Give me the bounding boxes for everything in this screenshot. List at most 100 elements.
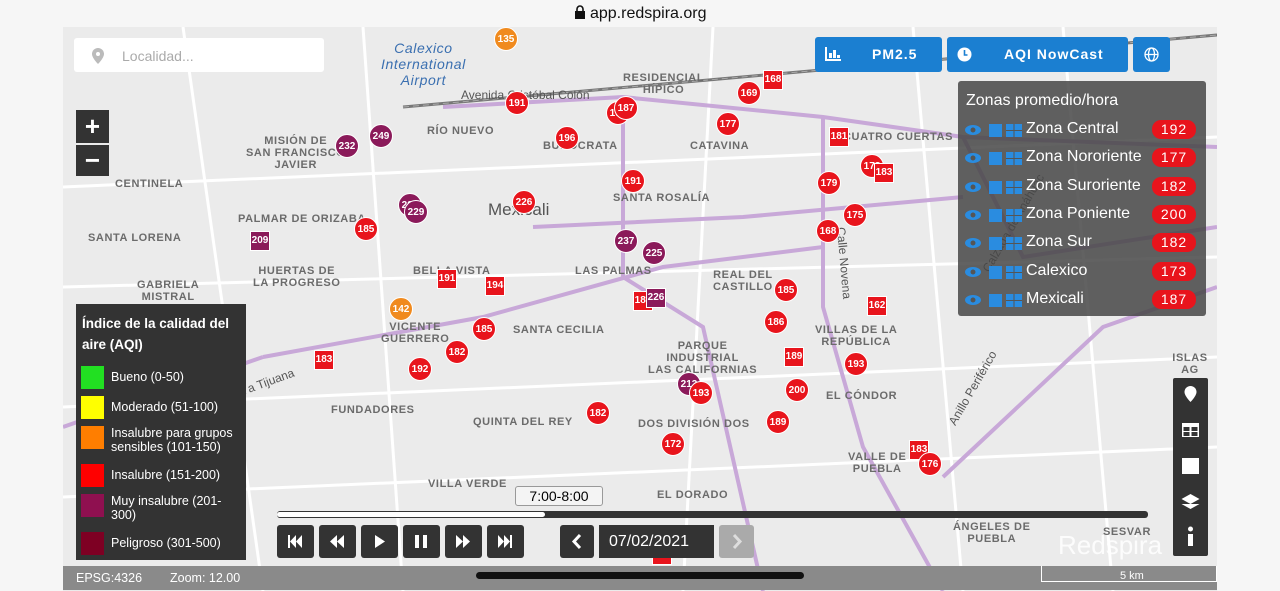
zone-icons[interactable] — [964, 291, 1024, 309]
aqi-marker[interactable]: 183 — [314, 350, 334, 370]
aqi-marker[interactable]: 181 — [829, 127, 849, 147]
aqi-marker[interactable]: 189 — [784, 347, 804, 367]
place-label: PARQUE INDUSTRIAL LAS CALIFORNIAS — [648, 340, 758, 376]
pollutant-button[interactable]: PM2.5 — [815, 37, 942, 72]
aqi-marker[interactable]: 172 — [661, 432, 685, 456]
zone-icons[interactable] — [964, 263, 1024, 281]
zones-panel: Zonas promedio/hora Zona Central 192 Zona … — [958, 81, 1206, 316]
aqi-marker[interactable]: 186 — [764, 310, 788, 334]
aqi-marker[interactable]: 185 — [472, 317, 496, 341]
aqi-marker[interactable]: 179 — [817, 171, 841, 195]
place-label: SANTA ROSALÍA — [613, 192, 711, 204]
pollutant-label: PM2.5 — [872, 46, 918, 62]
zone-name: Zona Poniente — [1026, 204, 1131, 222]
aqi-marker[interactable]: 162 — [867, 296, 887, 316]
zone-value: 200 — [1152, 204, 1196, 224]
aqi-marker[interactable]: 177 — [716, 112, 740, 136]
zone-icons[interactable] — [964, 121, 1024, 139]
url[interactable]: app.redspira.org — [589, 5, 707, 22]
place-label: VILLA VERDE — [428, 478, 507, 490]
playback-button[interactable] — [277, 525, 314, 558]
place-label: MISIÓN DE SAN FRANCISCO JAVIER — [246, 135, 346, 171]
aqi-marker[interactable]: 185 — [774, 278, 798, 302]
aqi-marker[interactable]: 183 — [874, 163, 894, 183]
search-box[interactable]: Localidad... — [74, 38, 324, 72]
zone-icons[interactable] — [964, 234, 1024, 252]
place-label: LAS PALMAS — [575, 265, 652, 277]
zoom-in[interactable]: + — [76, 110, 109, 143]
aqi-marker[interactable]: 193 — [844, 352, 868, 376]
zoom-out[interactable]: − — [76, 145, 109, 176]
aqi-marker[interactable]: 168 — [816, 219, 840, 243]
next-day[interactable] — [719, 525, 754, 558]
zone-icons[interactable] — [964, 149, 1024, 167]
zone-row: Zona Suroriente 182 — [964, 174, 1200, 198]
aqi-marker[interactable]: 187 — [614, 96, 638, 120]
zoom-level: Zoom: 12.00 — [170, 571, 241, 585]
lock-icon — [574, 5, 585, 19]
aqi-marker[interactable]: 189 — [766, 410, 790, 434]
place-label: DOS DIVISIÓN DOS — [638, 418, 750, 430]
aqi-marker[interactable]: 175 — [843, 203, 867, 227]
zone-name: Mexicali — [1026, 289, 1084, 307]
projection: EPSG:4326 — [76, 571, 143, 585]
place-label: RÍO NUEVO — [427, 125, 495, 137]
aqi-marker[interactable]: 191 — [505, 91, 529, 115]
legend-label: Peligroso (301-500) — [111, 536, 221, 550]
aqi-marker[interactable]: 135 — [494, 27, 518, 51]
place-label: RESIDENCIAL HÍPICO — [623, 72, 705, 96]
playback-icon — [415, 535, 427, 548]
zone-icons[interactable] — [964, 178, 1024, 196]
zone-name: Zona Sur — [1026, 233, 1092, 251]
scale-label: 5 km — [1120, 570, 1144, 582]
legend-label: Moderado (51-100) — [111, 400, 219, 414]
place-label: CATAVINA — [690, 140, 750, 152]
zone-row: Zona Central 192 — [964, 117, 1200, 141]
aqi-marker[interactable]: 229 — [404, 200, 428, 224]
toolbar-icons[interactable] — [1173, 378, 1208, 556]
aqi-marker[interactable]: 209 — [250, 231, 270, 251]
legend-swatch — [81, 532, 104, 555]
aqi-marker[interactable]: 169 — [737, 81, 761, 105]
place-label: VALLE DE PUEBLA — [848, 451, 907, 475]
aqi-marker[interactable]: 193 — [689, 381, 713, 405]
aqi-marker[interactable]: 237 — [614, 229, 638, 253]
aqi-marker[interactable]: 182 — [445, 340, 469, 364]
legend-label: Muy insalubre (201-300) — [111, 494, 222, 522]
playback-button[interactable] — [487, 525, 524, 558]
aqi-marker[interactable]: 194 — [485, 276, 505, 296]
aqi-marker[interactable]: 232 — [335, 134, 359, 158]
aqi-marker[interactable]: 226 — [512, 190, 536, 214]
playback-button[interactable] — [403, 525, 440, 558]
prev-day[interactable] — [560, 525, 594, 558]
index-button[interactable]: AQI NowCast — [947, 37, 1128, 72]
aqi-marker[interactable]: 182 — [586, 401, 610, 425]
legend-label: Insalubre para grupos sensibles (101-150… — [111, 426, 233, 454]
zone-name: Zona Central — [1026, 120, 1119, 137]
aqi-marker[interactable]: 176 — [918, 452, 942, 476]
legend-swatch — [81, 396, 104, 419]
aqi-marker[interactable]: 142 — [389, 297, 413, 321]
zone-value: 192 — [1152, 120, 1196, 139]
playback-button[interactable] — [361, 525, 398, 558]
aqi-marker[interactable]: 191 — [437, 269, 457, 289]
place-label: REAL DEL CASTILLO — [713, 269, 773, 293]
date-field[interactable]: 07/02/2021 — [599, 525, 714, 558]
aqi-marker[interactable]: 226 — [646, 288, 666, 308]
aqi-marker[interactable]: 200 — [785, 378, 809, 402]
time-slider[interactable] — [277, 511, 1148, 518]
aqi-marker[interactable]: 196 — [555, 126, 579, 150]
aqi-marker[interactable]: 191 — [621, 169, 645, 193]
aqi-marker[interactable]: 168 — [763, 70, 783, 90]
zone-row: Mexicali 187 — [964, 287, 1200, 311]
aqi-marker[interactable]: 225 — [642, 241, 666, 265]
playback-button[interactable] — [319, 525, 356, 558]
zone-icons[interactable] — [964, 206, 1024, 224]
playback-button[interactable] — [445, 525, 482, 558]
aqi-marker[interactable]: 192 — [408, 357, 432, 381]
place-label: ÁNGELES DE PUEBLA — [953, 521, 1031, 545]
zone-row: Zona Poniente 200 — [964, 202, 1200, 226]
language-button[interactable] — [1133, 37, 1170, 72]
aqi-marker[interactable]: 185 — [354, 217, 378, 241]
aqi-marker[interactable]: 249 — [369, 124, 393, 148]
